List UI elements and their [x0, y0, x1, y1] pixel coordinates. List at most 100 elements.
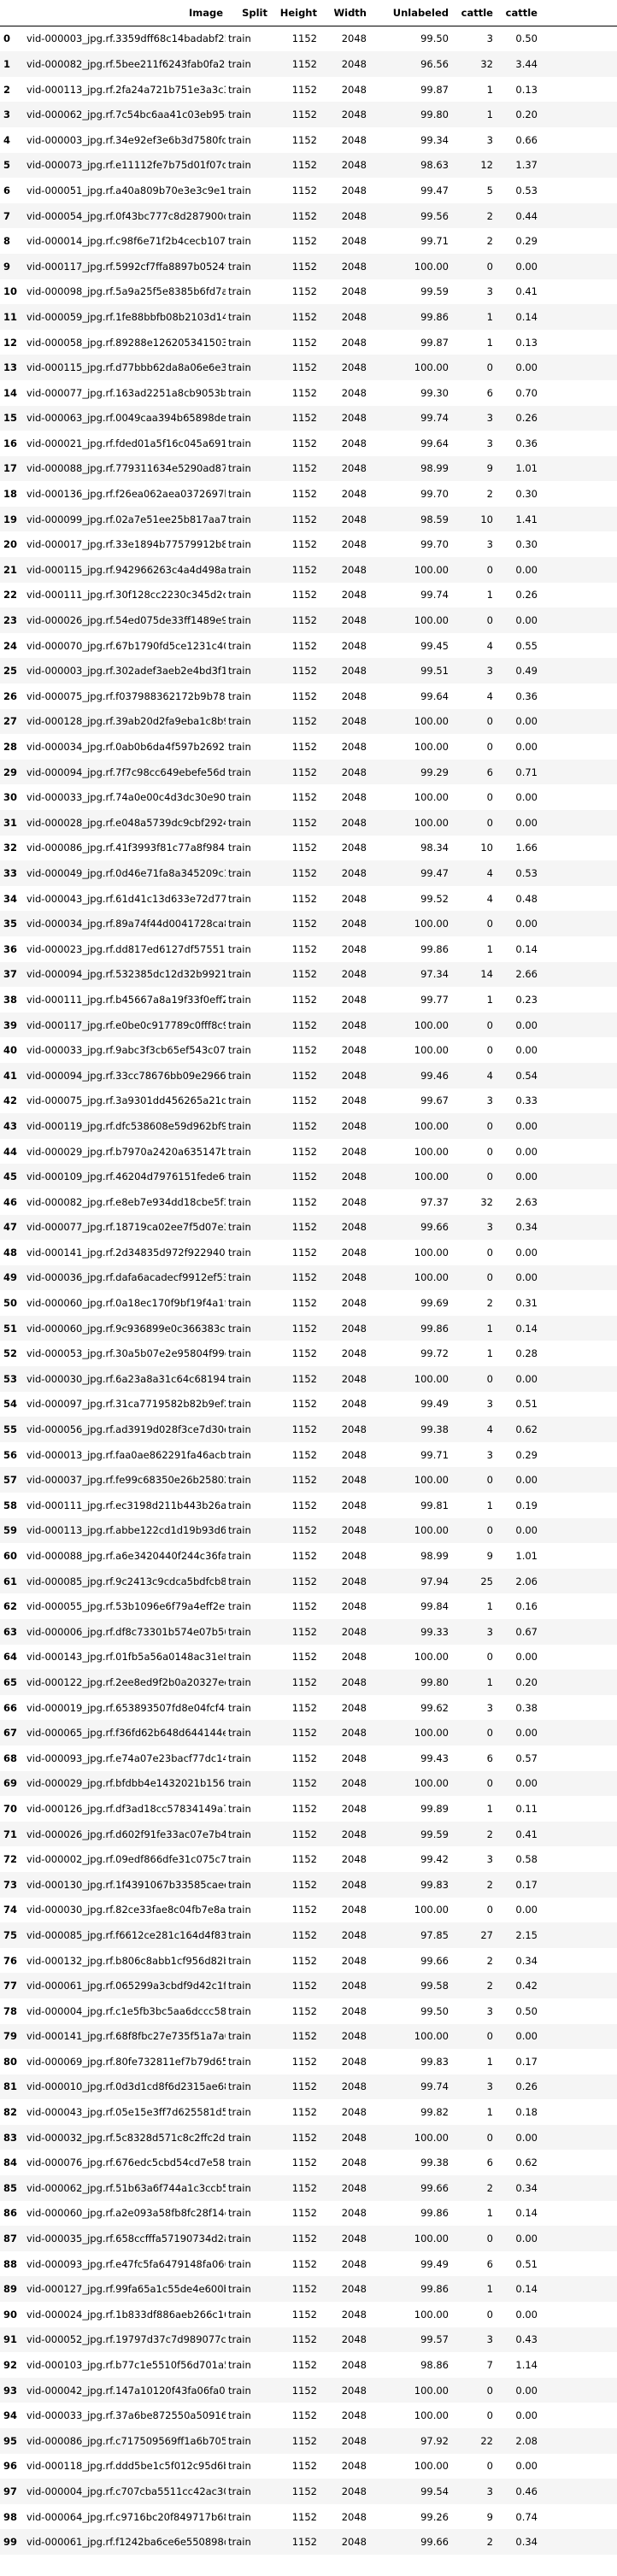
split: train	[228, 1347, 251, 1360]
image-name: vid-000060_jpg.rf.9c936899e0c366383c3249…	[26, 1322, 226, 1335]
image-name: vid-000086_jpg.rf.c717509569ff1a6b705c7e…	[26, 2434, 226, 2447]
cattle-percent: 0.00	[515, 1171, 538, 1183]
image-name: vid-000034_jpg.rf.0ab0b6da4f597b26922873…	[26, 741, 226, 754]
width: 2048	[341, 1474, 367, 1487]
height: 1152	[291, 689, 317, 702]
height: 1152	[291, 639, 317, 652]
row-index: 46	[3, 1195, 18, 1208]
cattle-count: 3	[486, 437, 493, 449]
image-name: vid-000098_jpg.rf.5a9a25f5e8385b6fd7a705…	[26, 285, 226, 298]
cattle-percent: 0.00	[515, 2308, 538, 2321]
row-index: 53	[3, 1372, 18, 1385]
table-row: 32 vid-000086_jpg.rf.41f3993f81c77a8f9845…	[0, 835, 617, 861]
unlabeled: 100.00	[414, 1777, 449, 1790]
cattle-count: 1	[486, 1347, 493, 1360]
split: train	[228, 412, 251, 425]
row-index: 12	[3, 336, 18, 349]
cattle-count: 4	[486, 689, 493, 702]
height: 1152	[291, 1499, 317, 1511]
table-row: 1 vid-000082_jpg.rf.5bee211f6243fab0fa2a6…	[0, 51, 617, 77]
width: 2048	[341, 1651, 367, 1664]
cattle-percent: 1.14	[515, 2359, 538, 2372]
row-index: 63	[3, 1625, 18, 1638]
cattle-count: 1	[486, 2055, 493, 2068]
table-row: 20 vid-000017_jpg.rf.33e1894b77579912b8d2…	[0, 531, 617, 558]
cattle-count: 1	[486, 589, 493, 601]
row-index: 82	[3, 2106, 18, 2119]
image-name: vid-000029_jpg.rf.b7970a2420a635147b69ad…	[26, 1145, 226, 1158]
table-row: 67 vid-000065_jpg.rf.f36fd62b648d644144ef…	[0, 1720, 617, 1746]
cattle-count: 2	[486, 1297, 493, 1310]
cattle-percent: 2.15	[515, 1928, 538, 1941]
cattle-count: 1	[486, 109, 493, 121]
table-row: 25 vid-000003_jpg.rf.302adef3aeb2e4bd3f1a…	[0, 658, 617, 684]
cattle-count: 10	[480, 842, 493, 854]
cattle-count: 5	[486, 184, 493, 197]
unlabeled: 99.50	[420, 32, 449, 45]
row-index: 69	[3, 1777, 18, 1790]
unlabeled: 100.00	[414, 1018, 449, 1031]
height: 1152	[291, 1802, 317, 1815]
table-row: 90 vid-000024_jpg.rf.1b833df886aeb266c16c…	[0, 2302, 617, 2327]
image-name: vid-000111_jpg.rf.ec3198d211b443b26a8d72…	[26, 1499, 226, 1511]
cattle-count: 4	[486, 639, 493, 652]
image-name: vid-000014_jpg.rf.c98f6e71f2b4cecb107de8…	[26, 235, 226, 248]
image-name: vid-000077_jpg.rf.18719ca02ee7f5d07e3fef…	[26, 1221, 226, 1234]
height: 1152	[291, 2055, 317, 2068]
row-index: 13	[3, 361, 18, 374]
cattle-percent: 0.00	[515, 563, 538, 576]
cattle-count: 25	[480, 1575, 493, 1587]
split: train	[228, 361, 251, 374]
height: 1152	[291, 1347, 317, 1360]
table-row: 86 vid-000060_jpg.rf.a2e093a58fb8fc28f14e…	[0, 2200, 617, 2227]
split: train	[228, 614, 251, 627]
row-index: 6	[3, 184, 11, 197]
table-row: 31 vid-000028_jpg.rf.e048a5739dc9cbf29241…	[0, 810, 617, 836]
unlabeled: 99.66	[420, 2536, 449, 2549]
cattle-count: 3	[486, 1701, 493, 1714]
unlabeled: 97.94	[420, 1575, 449, 1587]
cattle-count: 1	[486, 1499, 493, 1511]
row-index: 67	[3, 1727, 18, 1740]
height: 1152	[291, 2409, 317, 2422]
height: 1152	[291, 2510, 317, 2523]
split: train	[228, 2156, 251, 2169]
cattle-percent: 0.46	[515, 2485, 538, 2497]
table-row: 79 vid-000141_jpg.rf.68f8fbc27e735f51a7a0…	[0, 2023, 617, 2050]
image-name: vid-000127_jpg.rf.99fa65a1c55de4e600bacb…	[26, 2283, 226, 2296]
width: 2048	[341, 1094, 367, 1107]
unlabeled: 99.87	[420, 83, 449, 96]
split: train	[228, 1398, 251, 1411]
table-row: 92 vid-000103_jpg.rf.b77c1e5510f56d701a5f…	[0, 2352, 617, 2378]
split: train	[228, 1904, 251, 1916]
table-row: 54 vid-000097_jpg.rf.31ca7719582b82b9ef2b…	[0, 1391, 617, 1417]
height: 1152	[291, 1853, 317, 1866]
height: 1152	[291, 1651, 317, 1664]
cattle-count: 12	[480, 159, 493, 172]
unlabeled: 100.00	[414, 614, 449, 627]
split: train	[228, 2333, 251, 2346]
height: 1152	[291, 361, 317, 374]
height: 1152	[291, 791, 317, 804]
row-index: 58	[3, 1499, 18, 1511]
width: 2048	[341, 2434, 367, 2447]
image-name: vid-000085_jpg.rf.f6612ce281c164d4f83dbf…	[26, 1928, 226, 1941]
width: 2048	[341, 1928, 367, 1941]
cattle-count: 1	[486, 993, 493, 1006]
row-index: 34	[3, 892, 18, 905]
image-name: vid-000065_jpg.rf.f36fd62b648d644144efdf…	[26, 1727, 226, 1740]
table-row: 36 vid-000023_jpg.rf.dd817ed6127df5755163…	[0, 936, 617, 962]
width: 2048	[341, 1171, 367, 1183]
cattle-count: 2	[486, 2181, 493, 2194]
cattle-percent: 0.44	[515, 209, 538, 222]
cattle-count: 0	[486, 2233, 493, 2245]
image-name: vid-000021_jpg.rf.fded01a5f16c045a6915ef…	[26, 437, 226, 449]
table-row: 9 vid-000117_jpg.rf.5992cf7ffa8897b05249a…	[0, 253, 617, 279]
height: 1152	[291, 310, 317, 323]
cattle-count: 1	[486, 2207, 493, 2220]
cattle-percent: 0.28	[515, 1347, 538, 1360]
cattle-percent: 1.01	[515, 1550, 538, 1563]
unlabeled: 100.00	[414, 2233, 449, 2245]
unlabeled: 99.71	[420, 235, 449, 248]
image-name: vid-000013_jpg.rf.faa0ae862291fa46acb7b5…	[26, 1448, 226, 1461]
